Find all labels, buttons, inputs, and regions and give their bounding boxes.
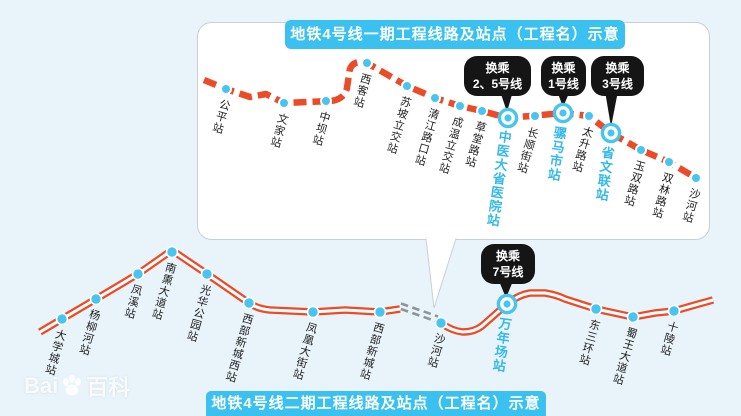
- station-dot: [583, 110, 595, 122]
- station-dot: [690, 172, 702, 184]
- phase2-station-dots: [55, 245, 681, 330]
- station-dot: [434, 316, 448, 330]
- badge-text: 换乘: [551, 61, 576, 75]
- badge-tail-1: [500, 91, 513, 112]
- badge-text: 换乘: [485, 61, 510, 75]
- station-dot: [361, 57, 373, 69]
- station-dot: [220, 83, 232, 95]
- station-dot: [529, 110, 541, 122]
- badge-text: 换乘: [495, 249, 520, 263]
- interchange-dot-core: [607, 129, 615, 137]
- badge-text: 换乘: [605, 61, 630, 75]
- station-dot: [667, 304, 681, 318]
- badge-text: 2、5号线: [472, 77, 523, 92]
- callout-tail: [425, 238, 457, 309]
- station-dot: [454, 100, 466, 112]
- watermark-text-suffix: 百科: [86, 375, 131, 400]
- phase2-title-banner: 地铁4号线二期工程线路及站点（工程名）示意图: [206, 391, 546, 416]
- badge-tail-3: [605, 91, 618, 127]
- transfer-badge-line7: 换乘 7号线: [481, 244, 535, 285]
- badge-tail-4: [499, 281, 513, 298]
- phase1-line: [202, 58, 698, 181]
- interchange-dot-core: [503, 300, 511, 308]
- overlap-dash-upper: [400, 302, 439, 318]
- badge-text: 1号线: [548, 77, 579, 92]
- phase1-station-dots: [220, 57, 702, 184]
- station-dot: [476, 105, 488, 117]
- station-dot: [242, 296, 256, 310]
- interchange-dot-core: [504, 114, 512, 122]
- station-dot: [429, 92, 441, 104]
- station-dot: [89, 292, 103, 306]
- station-dot: [635, 144, 647, 156]
- station-dot: [401, 80, 413, 92]
- transfer-badge-line3: 换乘 3号线: [591, 56, 644, 97]
- station-dot: [55, 312, 69, 326]
- transfer-badge-line25: 换乘 2、5号线: [464, 56, 531, 97]
- badge-text: 7号线: [492, 265, 524, 280]
- station-dot: [589, 302, 603, 316]
- overlap-dash-lower: [400, 307, 439, 324]
- badge-text: 3号线: [602, 77, 633, 92]
- station-dot: [306, 305, 320, 319]
- transfer-badge-line1: 换乘 1号线: [541, 56, 586, 97]
- station-dot: [626, 310, 640, 324]
- station-dot: [131, 267, 145, 281]
- station-dot: [200, 267, 214, 281]
- baidu-watermark: Bai 百科: [24, 370, 130, 402]
- interchange-dot-core: [559, 109, 567, 117]
- phase1-title-banner: 地铁4号线一期工程线路及站点（工程名）示意图: [285, 20, 625, 72]
- station-dot: [663, 156, 675, 168]
- watermark-text-prefix: Bai: [24, 373, 59, 398]
- station-dot: [320, 95, 332, 107]
- station-dot: [373, 305, 387, 319]
- station-dot: [165, 245, 179, 259]
- station-dot: [278, 97, 290, 109]
- baidu-paw-icon: [63, 375, 82, 396]
